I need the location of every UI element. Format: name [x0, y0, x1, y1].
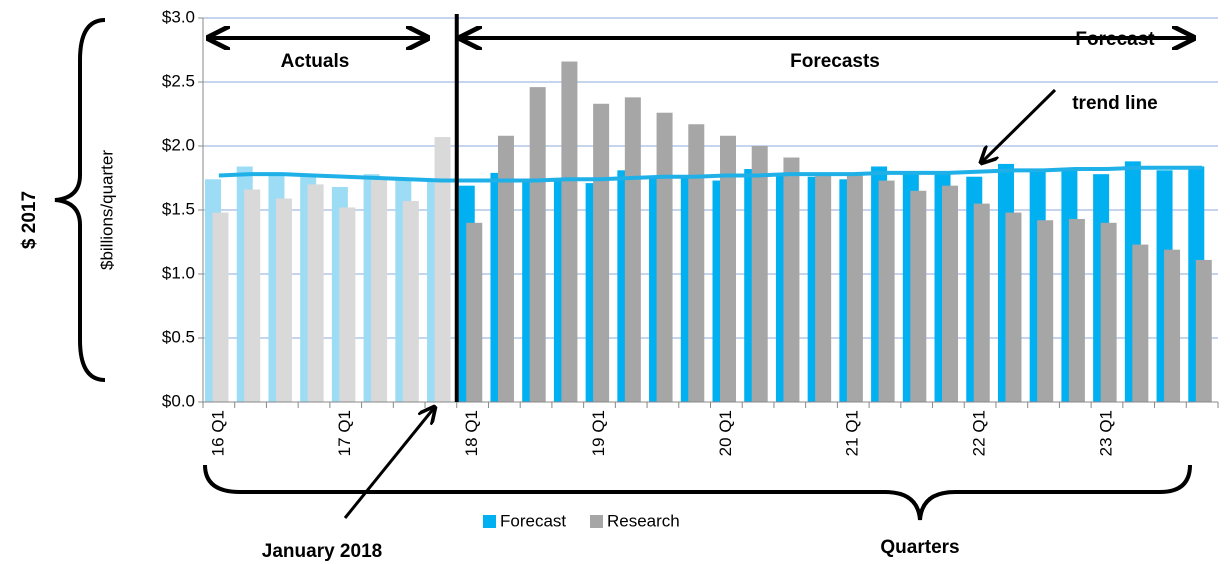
january-arrow — [343, 408, 434, 519]
left-brace — [54, 18, 106, 382]
bar — [275, 198, 292, 402]
bar — [561, 61, 578, 403]
legend-swatch — [483, 515, 496, 528]
bar — [688, 124, 705, 403]
bar — [910, 190, 927, 402]
x-tick-label: 20 Q1 — [716, 410, 735, 456]
y-tick-label: $1.0 — [162, 263, 195, 282]
y-tick-label: $0.5 — [162, 327, 195, 346]
trend-line — [218, 165, 1203, 183]
y-tick-label: $1.5 — [162, 199, 195, 218]
trend-label: Forecast — [1075, 29, 1155, 50]
legend-label: Research — [607, 511, 680, 530]
bar — [307, 184, 324, 402]
trend-label: trend line — [1072, 93, 1158, 114]
legend-swatch — [590, 515, 603, 528]
bar — [815, 175, 832, 402]
y-tick-label: $3.0 — [162, 7, 195, 26]
x-tick-label: 21 Q1 — [843, 410, 862, 456]
legend-label: Forecast — [500, 511, 566, 530]
bar — [1068, 218, 1085, 402]
actuals-label: Actuals — [281, 51, 350, 72]
dollar-year: $ 2017 — [19, 191, 40, 249]
x-axis-label: Quarters — [880, 537, 959, 558]
bar — [656, 112, 673, 402]
bar — [720, 135, 736, 402]
bar — [339, 207, 356, 402]
bar — [244, 189, 261, 402]
annotations: $ 2017 $billions/quarter Actuals Forecas… — [19, 18, 1192, 562]
x-tick-label: 22 Q1 — [970, 410, 989, 456]
y-tick-label: $0.0 — [162, 391, 195, 410]
plot-area: $0.0 $0.5 $1.0 $1.5 $2.0 $2.5 $3.0 16 Q1 17 Q1 18… — [162, 7, 1219, 530]
forecasts-label: Forecasts — [790, 51, 880, 72]
x-tick-label: 17 Q1 — [335, 410, 354, 456]
bar — [212, 212, 229, 402]
bar — [1037, 220, 1054, 402]
bar — [434, 137, 451, 403]
y-tick-label: $2.0 — [162, 135, 195, 154]
bar — [1100, 222, 1117, 402]
bar — [402, 201, 419, 402]
trend-arrow — [982, 88, 1057, 162]
y-tick-label: $2.5 — [162, 71, 195, 90]
bar — [1005, 212, 1022, 402]
bar — [1164, 249, 1181, 402]
y-axis-label: $billions/quarter — [97, 150, 116, 270]
january-label: January 2018 — [262, 541, 382, 562]
bar — [783, 157, 800, 402]
bar — [371, 179, 388, 402]
x-tick-label: 19 Q1 — [589, 410, 608, 456]
bar — [878, 180, 895, 402]
bar — [1195, 259, 1212, 402]
x-tick-label: 23 Q1 — [1096, 410, 1115, 456]
bar — [973, 203, 990, 402]
bar — [466, 222, 483, 402]
bar — [1132, 244, 1149, 402]
bar — [751, 146, 768, 402]
bar — [497, 135, 514, 402]
x-tick-label: 18 Q1 — [462, 410, 481, 456]
bar — [529, 87, 546, 403]
bar — [593, 103, 610, 402]
bar — [846, 175, 863, 402]
bar — [942, 185, 959, 402]
bar — [624, 97, 641, 403]
bottom-brace — [203, 464, 1192, 521]
x-tick-label: 16 Q1 — [208, 410, 227, 456]
